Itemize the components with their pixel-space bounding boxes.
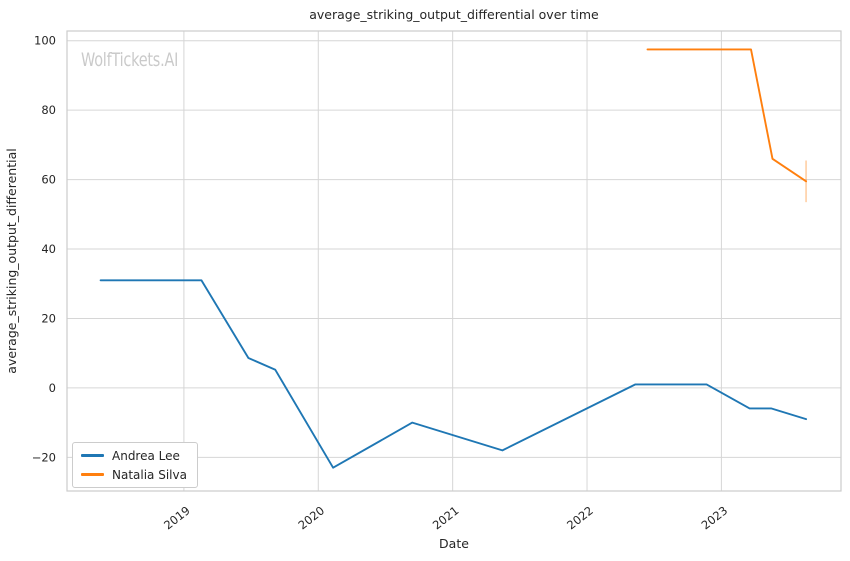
plot-border <box>66 30 842 492</box>
legend-line-swatch <box>81 454 104 457</box>
legend: Andrea Lee Natalia Silva <box>72 442 198 488</box>
x-tick-label: 2020 <box>295 503 327 532</box>
series-line-natalia-silva <box>646 48 808 183</box>
watermark: WolfTickets.AI <box>81 49 179 71</box>
x-axis-label: Date <box>439 536 469 551</box>
data-series <box>99 48 808 469</box>
legend-line-swatch <box>81 473 104 476</box>
axes-spines <box>66 30 842 492</box>
x-tick-label: 2021 <box>430 503 462 532</box>
gridlines <box>67 31 841 491</box>
x-tick-label: 2023 <box>699 503 731 532</box>
chart-title: average_striking_output_differential ove… <box>309 7 599 22</box>
legend-label: Andrea Lee <box>112 448 180 463</box>
series-line-andrea-lee <box>99 279 808 469</box>
y-tick-label: 40 <box>41 242 56 256</box>
legend-label: Natalia Silva <box>112 467 187 482</box>
y-tick-label: 80 <box>41 103 56 117</box>
legend-entry-andrea-lee: Andrea Lee <box>81 448 187 463</box>
y-tick-label: −20 <box>32 450 56 464</box>
legend-entry-natalia-silva: Natalia Silva <box>81 467 187 482</box>
y-tick-label: 0 <box>49 381 56 395</box>
y-axis-label: average_striking_output_differential <box>4 148 19 373</box>
y-tick-label: 60 <box>41 173 56 187</box>
x-tick-label: 2019 <box>161 503 193 532</box>
y-tick-label: 20 <box>41 311 56 325</box>
x-tick-label: 2022 <box>564 503 596 532</box>
y-tick-label: 100 <box>34 34 56 48</box>
